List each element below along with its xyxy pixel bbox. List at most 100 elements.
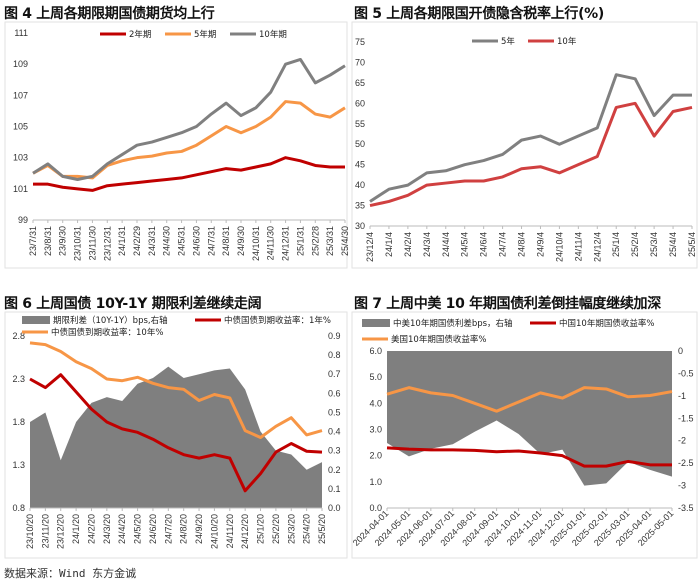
y-tick-label: 55 xyxy=(355,119,365,129)
x-tick-label: 24/9/30 xyxy=(236,226,246,256)
chart-panel-fig6: 0.8 1.3 1.8 2.3 2.8 0.0 0.1 0.2 0.3 0.4 0.5 0.6 0.7 0… xyxy=(0,290,350,580)
x-tick-label: 25/2/20 xyxy=(271,514,281,544)
x-tick-label: 24/12/31 xyxy=(281,226,291,261)
x-tick-label: 23/12/31 xyxy=(102,226,112,261)
chart-title: 图 7 上周中美 10 年期国债利差倒挂幅度继续加深 xyxy=(354,296,661,312)
series-line-1 xyxy=(29,373,323,493)
x-tick-label: 23/12/20 xyxy=(56,514,66,549)
chart-fig6: 0.8 1.3 1.8 2.3 2.8 0.0 0.1 0.2 0.3 0.4 0.5 0.6 0.7 0… xyxy=(4,311,348,559)
x-tick-label: 24/4/20 xyxy=(117,514,127,544)
x-tick-label: 24/6/4 xyxy=(479,232,489,257)
y-tick-label: 0.0 xyxy=(369,503,382,513)
y-tick-label: 75 xyxy=(355,37,365,47)
x-tick-label: 24/4/30 xyxy=(162,226,172,256)
y-tick-label: 50 xyxy=(355,139,365,149)
y2-tick-label: 0.8 xyxy=(328,350,341,360)
x-tick-label: 24/1/4 xyxy=(384,232,394,257)
x-tick-label: 24/8/20 xyxy=(179,514,189,544)
x-tick-label: 24/2/20 xyxy=(86,514,96,544)
legend-label: 中债国债到期收益率：10年% xyxy=(51,327,163,338)
chart-frame xyxy=(4,311,348,559)
y-tick-label: 0.8 xyxy=(12,503,25,513)
y2-tick-label: -1 xyxy=(678,391,686,401)
y-tick-label: 5.0 xyxy=(369,372,382,382)
x-tick-label: 24/11/20 xyxy=(225,514,235,548)
series-line-1 xyxy=(32,100,346,180)
legend-label: 5年 xyxy=(501,36,515,47)
y-tick-label: 70 xyxy=(355,57,365,67)
y-tick-label: 45 xyxy=(355,160,365,170)
x-tick-label: 25/4/30 xyxy=(340,226,350,256)
y-tick-label: 107 xyxy=(13,90,28,100)
y2-tick-label: -3 xyxy=(678,481,686,491)
x-tick-label: 25/4/4 xyxy=(668,232,678,257)
y2-tick-label: 0.7 xyxy=(328,369,341,379)
legend-label: 10年 xyxy=(557,36,577,47)
y-tick-label: 1.3 xyxy=(12,460,25,470)
legend-label: 美国10年期国债收益率% xyxy=(391,334,486,345)
x-tick-label: 25/5/20 xyxy=(317,514,327,544)
y2-tick-label: 0.5 xyxy=(328,407,341,417)
y2-tick-label: -3.5 xyxy=(678,503,694,513)
y2-tick-label: 0.6 xyxy=(328,388,341,398)
x-tick-label: 24/5/31 xyxy=(177,226,187,256)
y-tick-label: 2.0 xyxy=(369,451,382,461)
x-tick-label: 24/10/20 xyxy=(209,514,219,549)
y-tick-label: 1.8 xyxy=(12,417,25,427)
x-tick-label: 24/7/31 xyxy=(206,226,216,256)
x-tick-label: 24/8/4 xyxy=(517,232,527,257)
chart-title: 图 4 上周各期限期国债期货均上行 xyxy=(4,6,215,22)
x-tick-label: 25/5/4 xyxy=(687,232,697,257)
x-tick-label: 24/9/20 xyxy=(194,514,204,544)
x-tick-label: 25/3/4 xyxy=(649,232,659,257)
chart-frame xyxy=(351,311,698,559)
y-tick-label: 40 xyxy=(355,180,365,190)
chart-frame xyxy=(351,21,698,269)
x-tick-label: 23/10/20 xyxy=(25,514,35,549)
x-tick-label: 24/2/4 xyxy=(403,232,413,257)
series-area-0 xyxy=(387,351,672,486)
x-tick-label: 24/1/20 xyxy=(71,514,81,544)
chart-fig5: 30 35 40 45 50 55 60 65 70 75 23/12/4 24/1/4 24/2/4 2… xyxy=(351,21,698,269)
x-tick-label: 24/3/31 xyxy=(147,226,157,256)
x-tick-label: 25/1/31 xyxy=(295,226,305,256)
x-tick-label: 23/12/4 xyxy=(365,232,375,262)
legend-swatch xyxy=(362,319,390,327)
chart-panel-fig4: 99 101 103 105 107 109 111 23/7/31 23/8/31 23/9/3… xyxy=(0,0,350,290)
y-tick-label: 109 xyxy=(13,59,28,69)
y2-tick-label: -0.5 xyxy=(678,368,694,378)
chart-panel-fig5: 30 35 40 45 50 55 60 65 70 75 23/12/4 24/1/4 24/2/4 2… xyxy=(350,0,700,290)
x-tick-label: 23/8/31 xyxy=(43,226,53,256)
x-tick-label: 24/12/4 xyxy=(592,232,602,262)
y2-tick-label: 0.2 xyxy=(328,465,341,475)
y-tick-label: 1.0 xyxy=(369,477,382,487)
y-tick-label: 30 xyxy=(355,221,365,231)
x-tick-label: 24/4/4 xyxy=(441,232,451,257)
legend-label: 10年期 xyxy=(259,29,287,40)
x-tick-label: 24/12/20 xyxy=(240,514,250,549)
x-tick-label: 24/11/4 xyxy=(573,232,583,261)
data-source-note: 数据来源：Wind 东方金诚 xyxy=(4,567,137,580)
y-tick-label: 65 xyxy=(355,78,365,88)
x-tick-label: 24/5/4 xyxy=(460,232,470,257)
series-line-1 xyxy=(369,101,693,208)
x-tick-label: 25/1/4 xyxy=(611,232,621,257)
x-tick-label: 24/11/30 xyxy=(266,226,276,260)
chart-title: 图 6 上周国债 10Y-1Y 期限利差继续走阔 xyxy=(4,296,262,312)
x-tick-label: 24/1/31 xyxy=(117,226,127,256)
y-tick-label: 60 xyxy=(355,98,365,108)
y2-tick-label: -2.5 xyxy=(678,458,694,468)
y2-tick-label: 0.4 xyxy=(328,427,341,437)
series-line-2 xyxy=(29,341,323,439)
x-tick-label: 24/6/30 xyxy=(191,226,201,256)
chart-frame xyxy=(4,21,348,269)
x-tick-label: 24/3/20 xyxy=(102,514,112,544)
x-tick-label: 24/6/20 xyxy=(148,514,158,544)
y2-tick-label: 0 xyxy=(678,346,683,356)
x-tick-label: 24/2/29 xyxy=(132,226,142,256)
x-tick-label: 23/11/30 xyxy=(87,226,97,260)
x-tick-label: 23/7/31 xyxy=(28,226,38,256)
legend-label: 中国10年期国债收益率% xyxy=(559,318,654,329)
y2-tick-label: 0.1 xyxy=(328,484,341,494)
series-line-1 xyxy=(386,446,672,468)
